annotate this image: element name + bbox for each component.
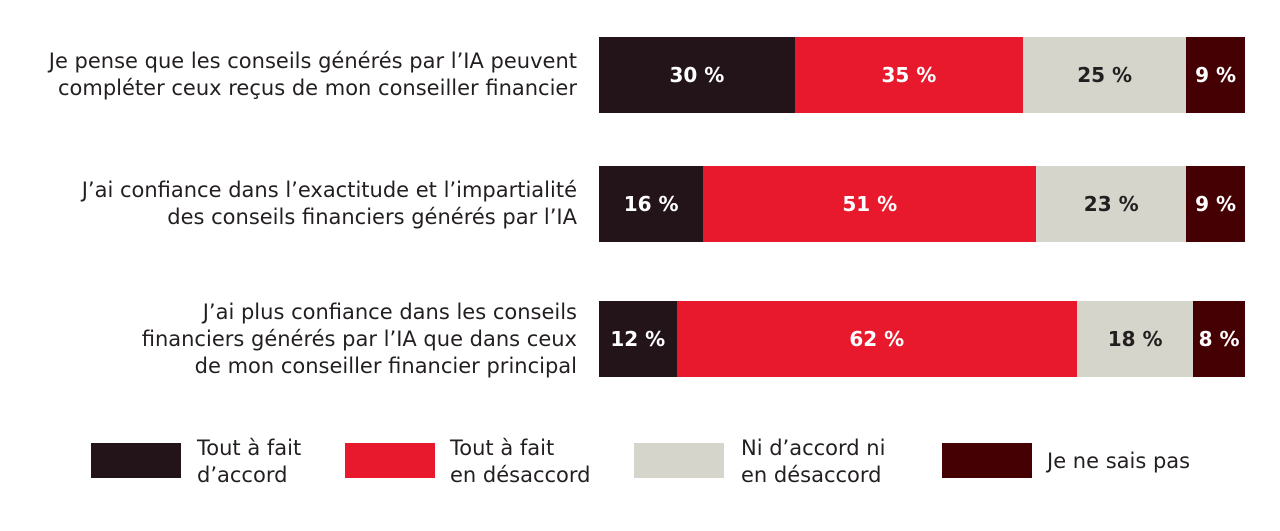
data-label: 62 % <box>849 327 905 351</box>
bar-segment: 9 % <box>1186 37 1245 113</box>
legend-swatch <box>91 443 181 478</box>
data-label: 18 % <box>1107 327 1163 351</box>
bar-segment: 35 % <box>794 37 1024 113</box>
data-label: 35 % <box>881 63 937 87</box>
data-label: 12 % <box>610 327 666 351</box>
bar-segment: 12 % <box>599 301 677 377</box>
legend-swatch <box>942 443 1032 478</box>
data-label: 23 % <box>1083 192 1139 216</box>
category-label: J’ai confiance dans l’exactitude et l’im… <box>81 178 577 229</box>
stacked-bar: 30 % 35 % 25 % 9 % <box>599 37 1245 113</box>
bar-segment: 30 % <box>599 37 795 113</box>
legend-label: Je ne sais pas <box>1047 449 1191 473</box>
bar-segment: 9 % <box>1186 166 1245 242</box>
legend-label: Ni d’accord ni en désaccord <box>741 436 886 487</box>
data-label: 8 % <box>1198 327 1240 351</box>
category-label: Je pense que les conseils générés par l’… <box>48 49 577 100</box>
data-label: 9 % <box>1195 63 1237 87</box>
category-label: J’ai plus confiance dans les conseils fin… <box>141 299 577 378</box>
bar-segment: 8 % <box>1193 301 1245 377</box>
data-label: 9 % <box>1195 192 1237 216</box>
legend-swatch <box>634 443 724 478</box>
bar-segment: 25 % <box>1023 37 1187 113</box>
bar-segment: 51 % <box>703 166 1037 242</box>
bar-segment: 62 % <box>676 301 1078 377</box>
stacked-bar: 16 % 51 % 23 % 9 % <box>599 166 1245 242</box>
bar-segment: 18 % <box>1077 301 1194 377</box>
data-label: 16 % <box>623 192 679 216</box>
legend-label: Tout à fait d’accord <box>197 436 302 487</box>
stacked-bar: 12 % 62 % 18 % 8 % <box>599 301 1245 377</box>
bar-segment: 16 % <box>599 166 704 242</box>
data-label: 25 % <box>1077 63 1133 87</box>
bar-segment: 23 % <box>1036 166 1187 242</box>
data-label: 30 % <box>669 63 725 87</box>
legend-swatch <box>345 443 435 478</box>
data-label: 51 % <box>842 192 898 216</box>
legend-label: Tout à fait en désaccord <box>450 436 591 487</box>
